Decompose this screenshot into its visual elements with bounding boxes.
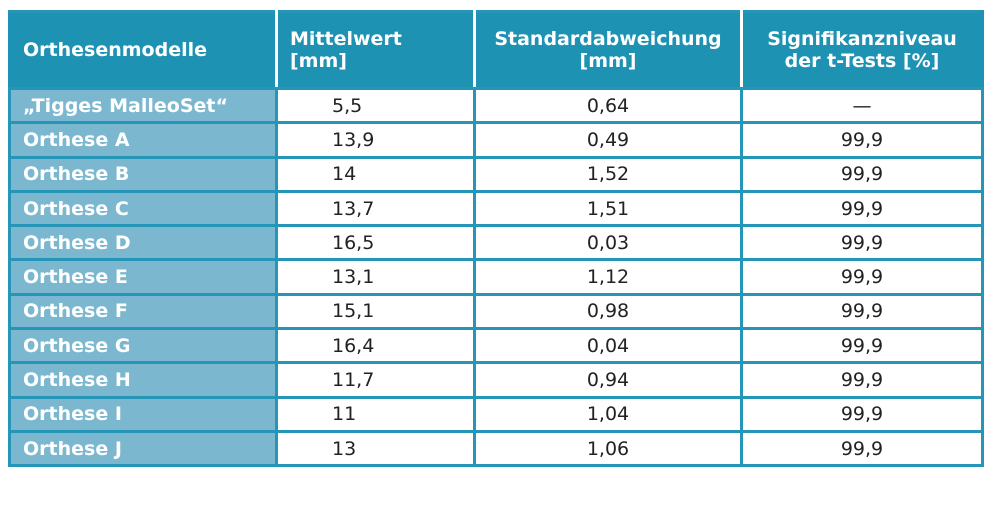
table-cell: 99,9 — [740, 224, 984, 262]
model-name: Orthese H — [8, 361, 278, 399]
table-cell: 99,9 — [740, 189, 984, 228]
table-cell: 0,04 — [473, 327, 743, 365]
table-cell: 0,64 — [473, 86, 743, 125]
table-cell: 99,9 — [740, 327, 984, 365]
table-row: Orthese B 14 1,52 99,9 — [8, 155, 984, 193]
table-cell: 0,03 — [473, 224, 743, 262]
table-cell: 11,7 — [275, 361, 476, 399]
table-body: „Tigges MalleoSet“ 5,5 0,64— Orthese A 13,9 0… — [8, 86, 984, 468]
table-cell: 16,4 — [275, 327, 476, 365]
table-cell: 1,06 — [473, 429, 743, 468]
table-cell: 99,9 — [740, 395, 984, 433]
table-cell: 14 — [275, 155, 476, 193]
table-cell: 1,12 — [473, 258, 743, 296]
table-cell: 16,5 — [275, 224, 476, 262]
table-row: Orthese E 13,1 1,12 99,9 — [8, 258, 984, 296]
table-row: Orthese G 16,4 0,04 99,9 — [8, 327, 984, 365]
table-cell: 99,9 — [740, 258, 984, 296]
table-row: Orthese I 11 1,04 99,9 — [8, 395, 984, 433]
table-row: „Tigges MalleoSet“ 5,5 0,64— — [8, 86, 984, 125]
table-cell: 13 — [275, 429, 476, 468]
table-cell: 1,04 — [473, 395, 743, 433]
table-row: Orthese A 13,9 0,49 99,9 — [8, 121, 984, 159]
model-name: „Tigges MalleoSet“ — [8, 86, 278, 125]
column-header: Orthesenmodelle — [8, 10, 278, 90]
table-cell: 15,1 — [275, 292, 476, 331]
table-cell: — — [740, 86, 984, 125]
model-name: Orthese D — [8, 224, 278, 262]
model-name: Orthese I — [8, 395, 278, 433]
header-row: Orthesenmodelle Mittelwert [mm] Standardab… — [8, 10, 984, 90]
table-cell: 13,1 — [275, 258, 476, 296]
table-cell: 0,94 — [473, 361, 743, 399]
table-cell: 11 — [275, 395, 476, 433]
table-cell: 13,9 — [275, 121, 476, 159]
column-header: Mittelwert [mm] — [275, 10, 476, 90]
table-cell: 99,9 — [740, 155, 984, 193]
model-name: Orthese J — [8, 429, 278, 468]
table-cell: 13,7 — [275, 189, 476, 228]
table-cell: 99,9 — [740, 121, 984, 159]
table-cell: 5,5 — [275, 86, 476, 125]
column-header: Signifikanzniveau der t-Tests [%] — [740, 10, 984, 90]
table-row: Orthese J 13 1,06 99,9 — [8, 429, 984, 468]
model-name: Orthese A — [8, 121, 278, 159]
table-row: Orthese F 15,1 0,98 99,9 — [8, 292, 984, 331]
table-cell: 1,51 — [473, 189, 743, 228]
column-header: Standardabweichung [mm] — [473, 10, 743, 90]
model-name: Orthese B — [8, 155, 278, 193]
table-cell: 1,52 — [473, 155, 743, 193]
model-name: Orthese C — [8, 189, 278, 228]
table-head: Orthesenmodelle Mittelwert [mm] Standardab… — [8, 10, 984, 90]
table-row: Orthese C 13,7 1,51 99,9 — [8, 189, 984, 228]
model-name: Orthese F — [8, 292, 278, 331]
table-cell: 0,98 — [473, 292, 743, 331]
table-cell: 0,49 — [473, 121, 743, 159]
table-cell: 99,9 — [740, 292, 984, 331]
table-cell: 99,9 — [740, 429, 984, 468]
table-cell: 99,9 — [740, 361, 984, 399]
results-table: Orthesenmodelle Mittelwert [mm] Standardab… — [8, 10, 984, 468]
table-row: Orthese D 16,5 0,03 99,9 — [8, 224, 984, 262]
model-name: Orthese E — [8, 258, 278, 296]
model-name: Orthese G — [8, 327, 278, 365]
table-row: Orthese H 11,7 0,94 99,9 — [8, 361, 984, 399]
